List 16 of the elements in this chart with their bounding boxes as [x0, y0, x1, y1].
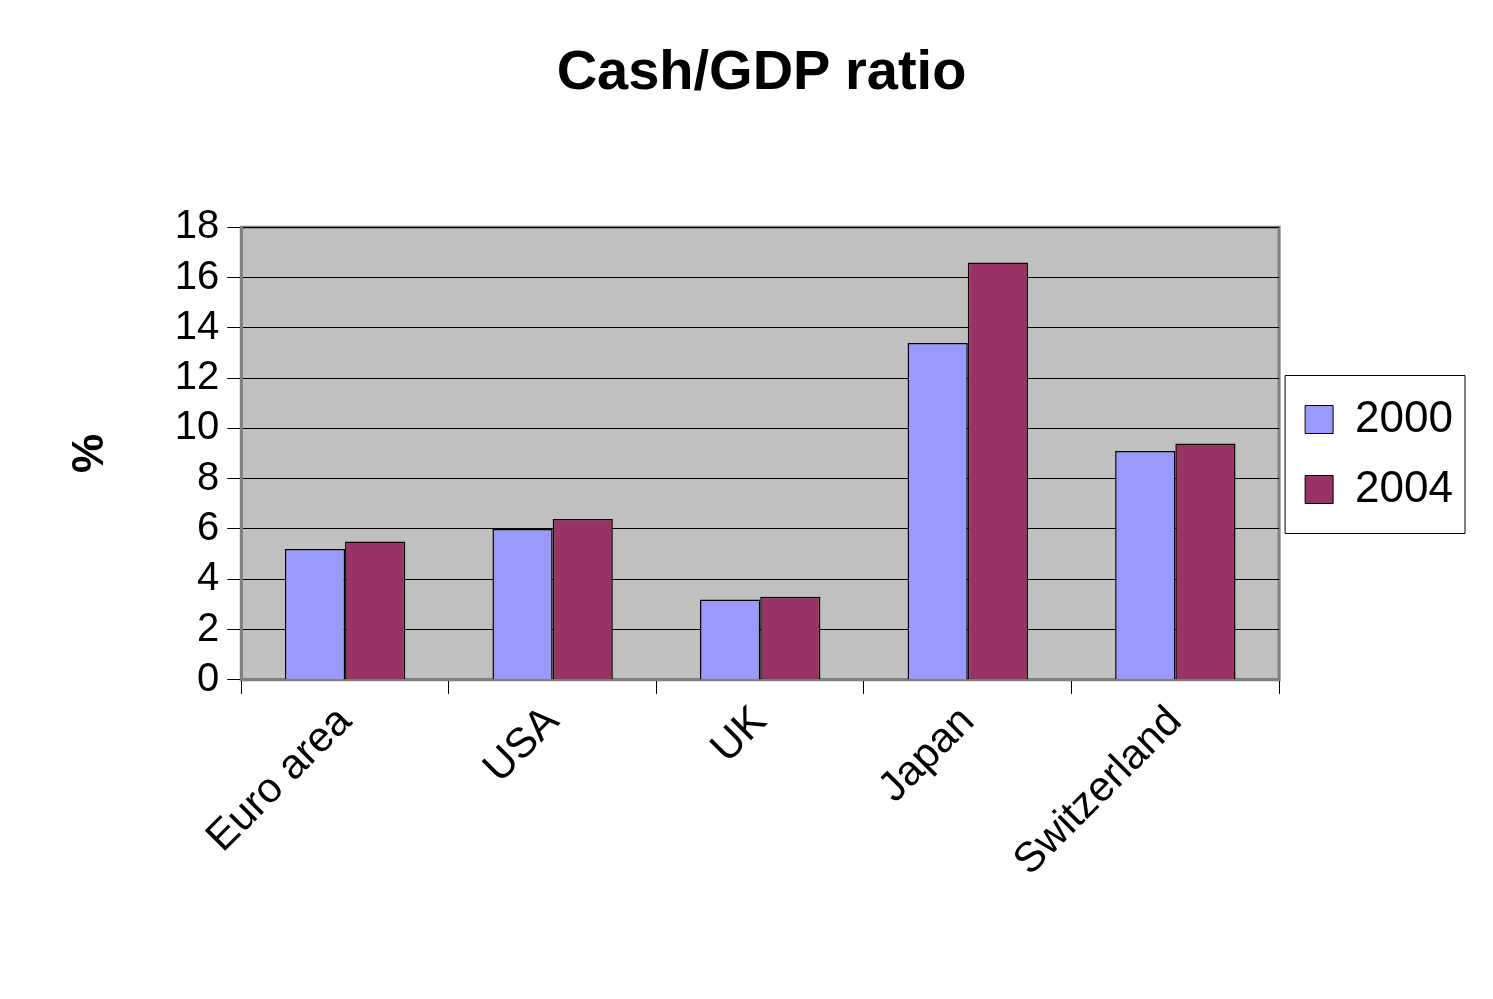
- y-tick-label: 14: [174, 302, 220, 347]
- y-tick-label: 2: [197, 604, 220, 649]
- y-tick-label: 16: [174, 252, 220, 297]
- y-tick-label: 4: [197, 554, 220, 599]
- legend-label: 2000: [1355, 391, 1454, 441]
- y-tick-label: 6: [197, 504, 220, 548]
- y-tick-label: 8: [197, 453, 220, 498]
- y-axis-title: %: [62, 433, 112, 474]
- x-tick-label: UK: [700, 695, 775, 771]
- x-tick-label: USA: [472, 695, 568, 791]
- legend-label: 2004: [1355, 461, 1454, 511]
- y-tick-label: 10: [174, 403, 220, 448]
- y-tick-label: 18: [174, 202, 220, 247]
- y-tick-label: 0: [197, 654, 220, 699]
- chart-title: Cash/GDP ratio: [556, 38, 967, 102]
- y-tick-label: 12: [174, 353, 220, 398]
